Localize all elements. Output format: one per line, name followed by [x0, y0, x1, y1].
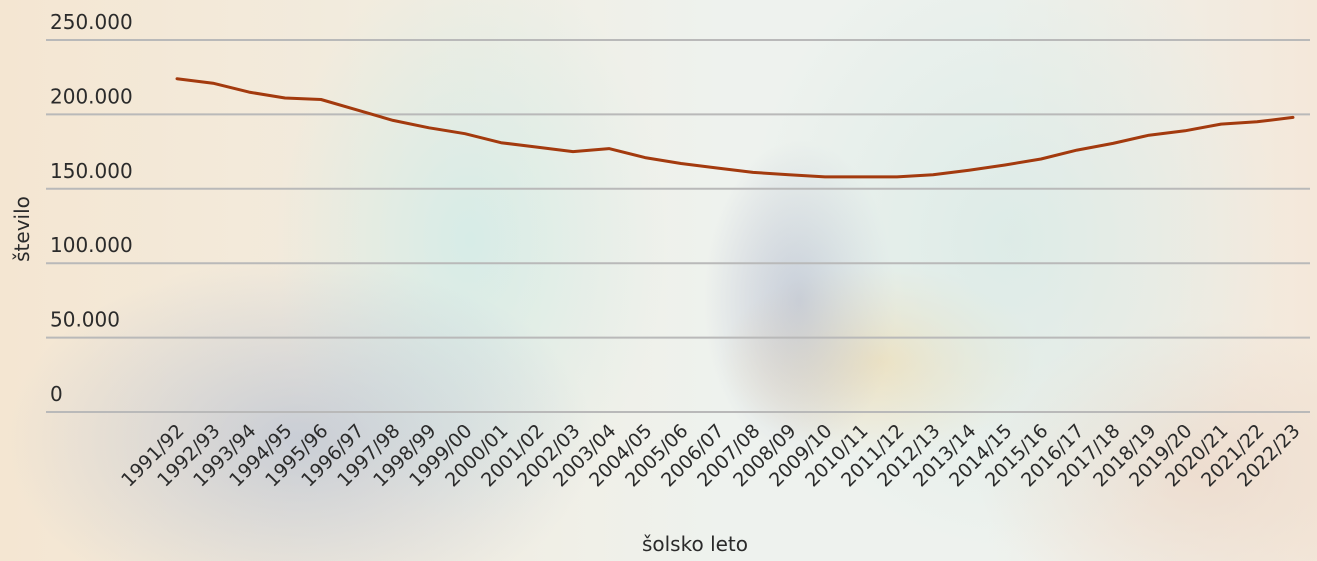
gridlines	[46, 39, 1310, 413]
y-tick-label: 50.000	[50, 308, 120, 332]
y-tick-label: 250.000	[50, 10, 133, 34]
series-line	[175, 77, 1295, 179]
y-tick-label: 200.000	[50, 84, 133, 108]
y-tick-label: 150.000	[50, 159, 133, 183]
x-axis-ticks: 1991/921992/931993/941994/951995/961996/…	[117, 420, 1304, 491]
y-tick-label: 0	[50, 382, 63, 406]
y-axis-title: število	[10, 196, 34, 262]
x-axis-title: šolsko leto	[642, 532, 748, 556]
series-layer	[175, 77, 1295, 179]
y-tick-label: 100.000	[50, 233, 133, 257]
y-axis-ticks: 0 50.000 100.000 150.000 200.000 250.000	[50, 10, 133, 406]
